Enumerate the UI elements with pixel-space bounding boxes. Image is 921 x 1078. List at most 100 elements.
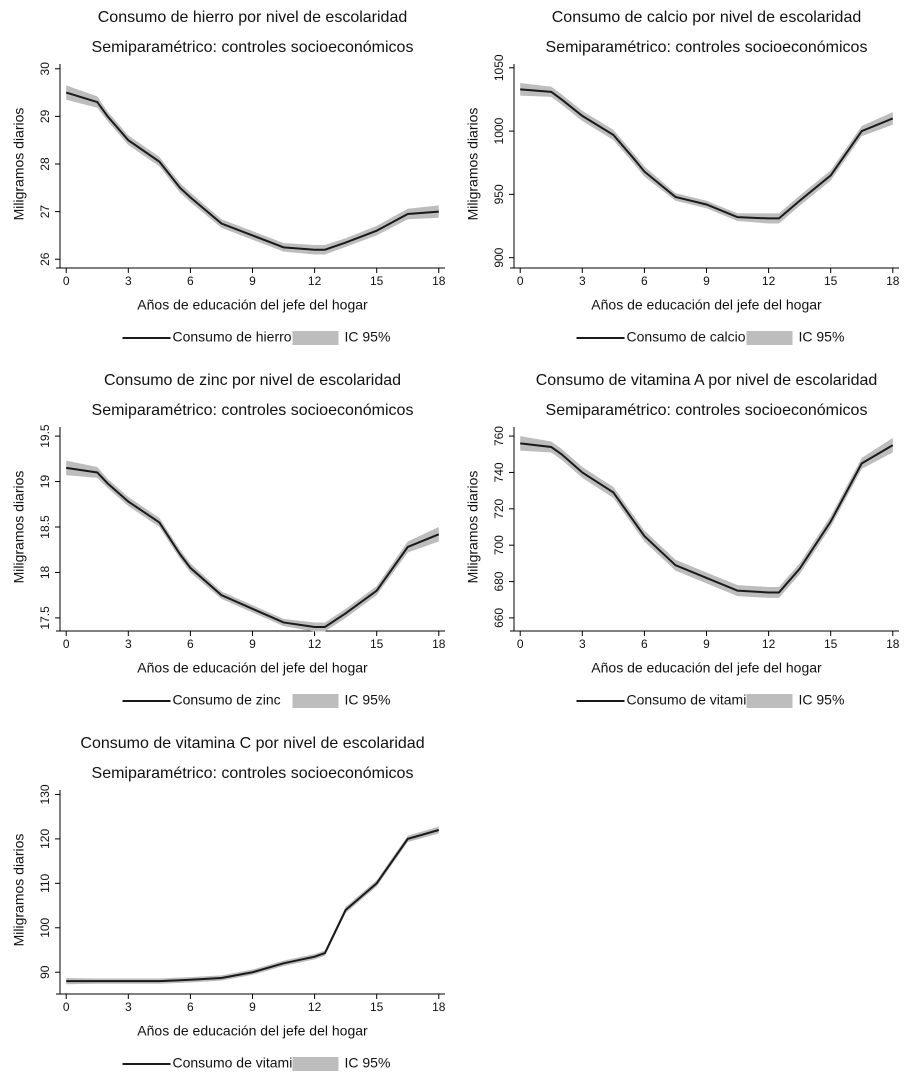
y-tick-label: 760 (492, 426, 506, 446)
chart-subtitle: Semiparamétrico: controles socioeconómic… (546, 402, 868, 419)
x-axis-label: Años de educación del jefe del hogar (137, 660, 368, 676)
legend-label: Consumo de calcio (627, 329, 746, 345)
y-axis-label: Miligramos diarios (465, 108, 481, 221)
legend-label: IC 95% (799, 692, 845, 708)
x-tick-label: 15 (370, 274, 384, 288)
y-tick-label: 950 (492, 184, 506, 204)
y-tick-label: 660 (492, 608, 506, 628)
x-tick-label: 3 (125, 274, 132, 288)
x-tick-label: 6 (641, 637, 648, 651)
y-tick-label: 27 (38, 205, 52, 219)
x-tick-label: 12 (762, 637, 776, 651)
x-tick-label: 3 (125, 637, 132, 651)
y-axis-label: Miligramos diarios (11, 471, 27, 584)
chart-subtitle: Semiparamétrico: controles socioeconómic… (92, 402, 414, 419)
y-tick-label: 19 (38, 475, 52, 489)
x-tick-label: 18 (432, 637, 446, 651)
x-tick-label: 15 (824, 637, 838, 651)
legend-label: Consumo de zinc (173, 692, 281, 708)
legend-band (746, 331, 793, 345)
x-tick-label: 12 (762, 274, 776, 288)
y-tick-label: 1050 (492, 54, 506, 81)
legend-label: Consumo de vitamina C (173, 1055, 322, 1071)
confidence-band (66, 460, 439, 632)
y-tick-label: 90 (38, 965, 52, 979)
chart-subtitle: Semiparamétrico: controles socioeconómic… (92, 39, 414, 56)
x-tick-label: 18 (886, 274, 900, 288)
chart-title: Consumo de zinc por nivel de escolaridad (104, 372, 401, 389)
y-tick-label: 100 (38, 917, 52, 937)
legend-label: Consumo de hierro (173, 329, 292, 345)
x-tick-label: 18 (432, 274, 446, 288)
legend-label: IC 95% (799, 329, 845, 345)
x-tick-label: 9 (703, 637, 710, 651)
y-tick-label: 130 (38, 784, 52, 804)
y-tick-label: 1000 (492, 117, 506, 144)
chart-title: Consumo de calcio por nivel de escolarid… (552, 9, 862, 26)
x-axis-label: Años de educación del jefe del hogar (591, 297, 822, 313)
legend-band (292, 694, 339, 708)
x-tick-label: 3 (579, 274, 586, 288)
legend-label: Consumo de vitamina A (627, 692, 776, 708)
x-tick-label: 12 (308, 1000, 322, 1014)
series-line (65, 91, 439, 251)
y-tick-label: 110 (38, 873, 52, 892)
x-tick-label: 18 (432, 1000, 446, 1014)
y-axis-label: Miligramos diarios (11, 834, 27, 947)
y-tick-label: 720 (492, 498, 506, 518)
chart-title: Consumo de hierro por nivel de escolarid… (98, 9, 408, 26)
x-tick-label: 6 (641, 274, 648, 288)
x-tick-label: 6 (187, 1000, 194, 1014)
x-tick-label: 9 (249, 274, 256, 288)
x-tick-label: 3 (125, 1000, 132, 1014)
legend-band (746, 694, 793, 708)
y-tick-label: 28 (38, 157, 52, 171)
x-tick-label: 18 (886, 637, 900, 651)
legend-label: IC 95% (345, 329, 391, 345)
x-tick-label: 15 (370, 637, 384, 651)
x-tick-label: 12 (308, 637, 322, 651)
x-axis-label: Años de educación del jefe del hogar (137, 297, 368, 313)
chart-subtitle: Semiparamétrico: controles socioeconómic… (546, 39, 868, 56)
series-line (520, 88, 894, 220)
y-tick-label: 30 (38, 62, 52, 76)
y-tick-label: 900 (492, 247, 506, 267)
legend-band (292, 1057, 339, 1071)
chart-title: Consumo de vitamina A por nivel de escol… (536, 372, 878, 389)
x-tick-label: 15 (824, 274, 838, 288)
y-tick-label: 19.5 (38, 424, 52, 448)
legend-band (292, 331, 339, 345)
y-axis-label: Miligramos diarios (465, 471, 481, 584)
x-tick-label: 0 (517, 274, 524, 288)
legend-label: IC 95% (345, 1055, 391, 1071)
legend-label: IC 95% (345, 692, 391, 708)
x-tick-label: 0 (63, 1000, 70, 1014)
y-tick-label: 18.5 (38, 515, 52, 539)
y-tick-label: 680 (492, 571, 506, 591)
y-axis-label: Miligramos diarios (11, 108, 27, 221)
x-tick-label: 9 (249, 1000, 256, 1014)
y-tick-label: 29 (38, 109, 52, 123)
x-tick-label: 0 (63, 637, 70, 651)
x-axis-label: Años de educación del jefe del hogar (591, 660, 822, 676)
x-tick-label: 0 (63, 274, 70, 288)
y-tick-label: 120 (38, 829, 52, 849)
series-line (66, 829, 440, 983)
x-tick-label: 3 (579, 637, 586, 651)
y-tick-label: 740 (492, 462, 506, 482)
x-tick-label: 9 (249, 637, 256, 651)
x-tick-label: 6 (187, 637, 194, 651)
y-tick-label: 26 (38, 252, 52, 266)
x-tick-label: 12 (308, 274, 322, 288)
x-axis-label: Años de educación del jefe del hogar (137, 1023, 368, 1039)
x-tick-label: 9 (703, 274, 710, 288)
confidence-band (520, 82, 893, 224)
x-tick-label: 0 (517, 637, 524, 651)
x-tick-label: 15 (370, 1000, 384, 1014)
x-tick-label: 6 (187, 274, 194, 288)
series-line (520, 442, 894, 594)
confidence-band (520, 436, 893, 598)
chart-subtitle: Semiparamétrico: controles socioeconómic… (92, 765, 414, 782)
y-tick-label: 700 (492, 535, 506, 555)
